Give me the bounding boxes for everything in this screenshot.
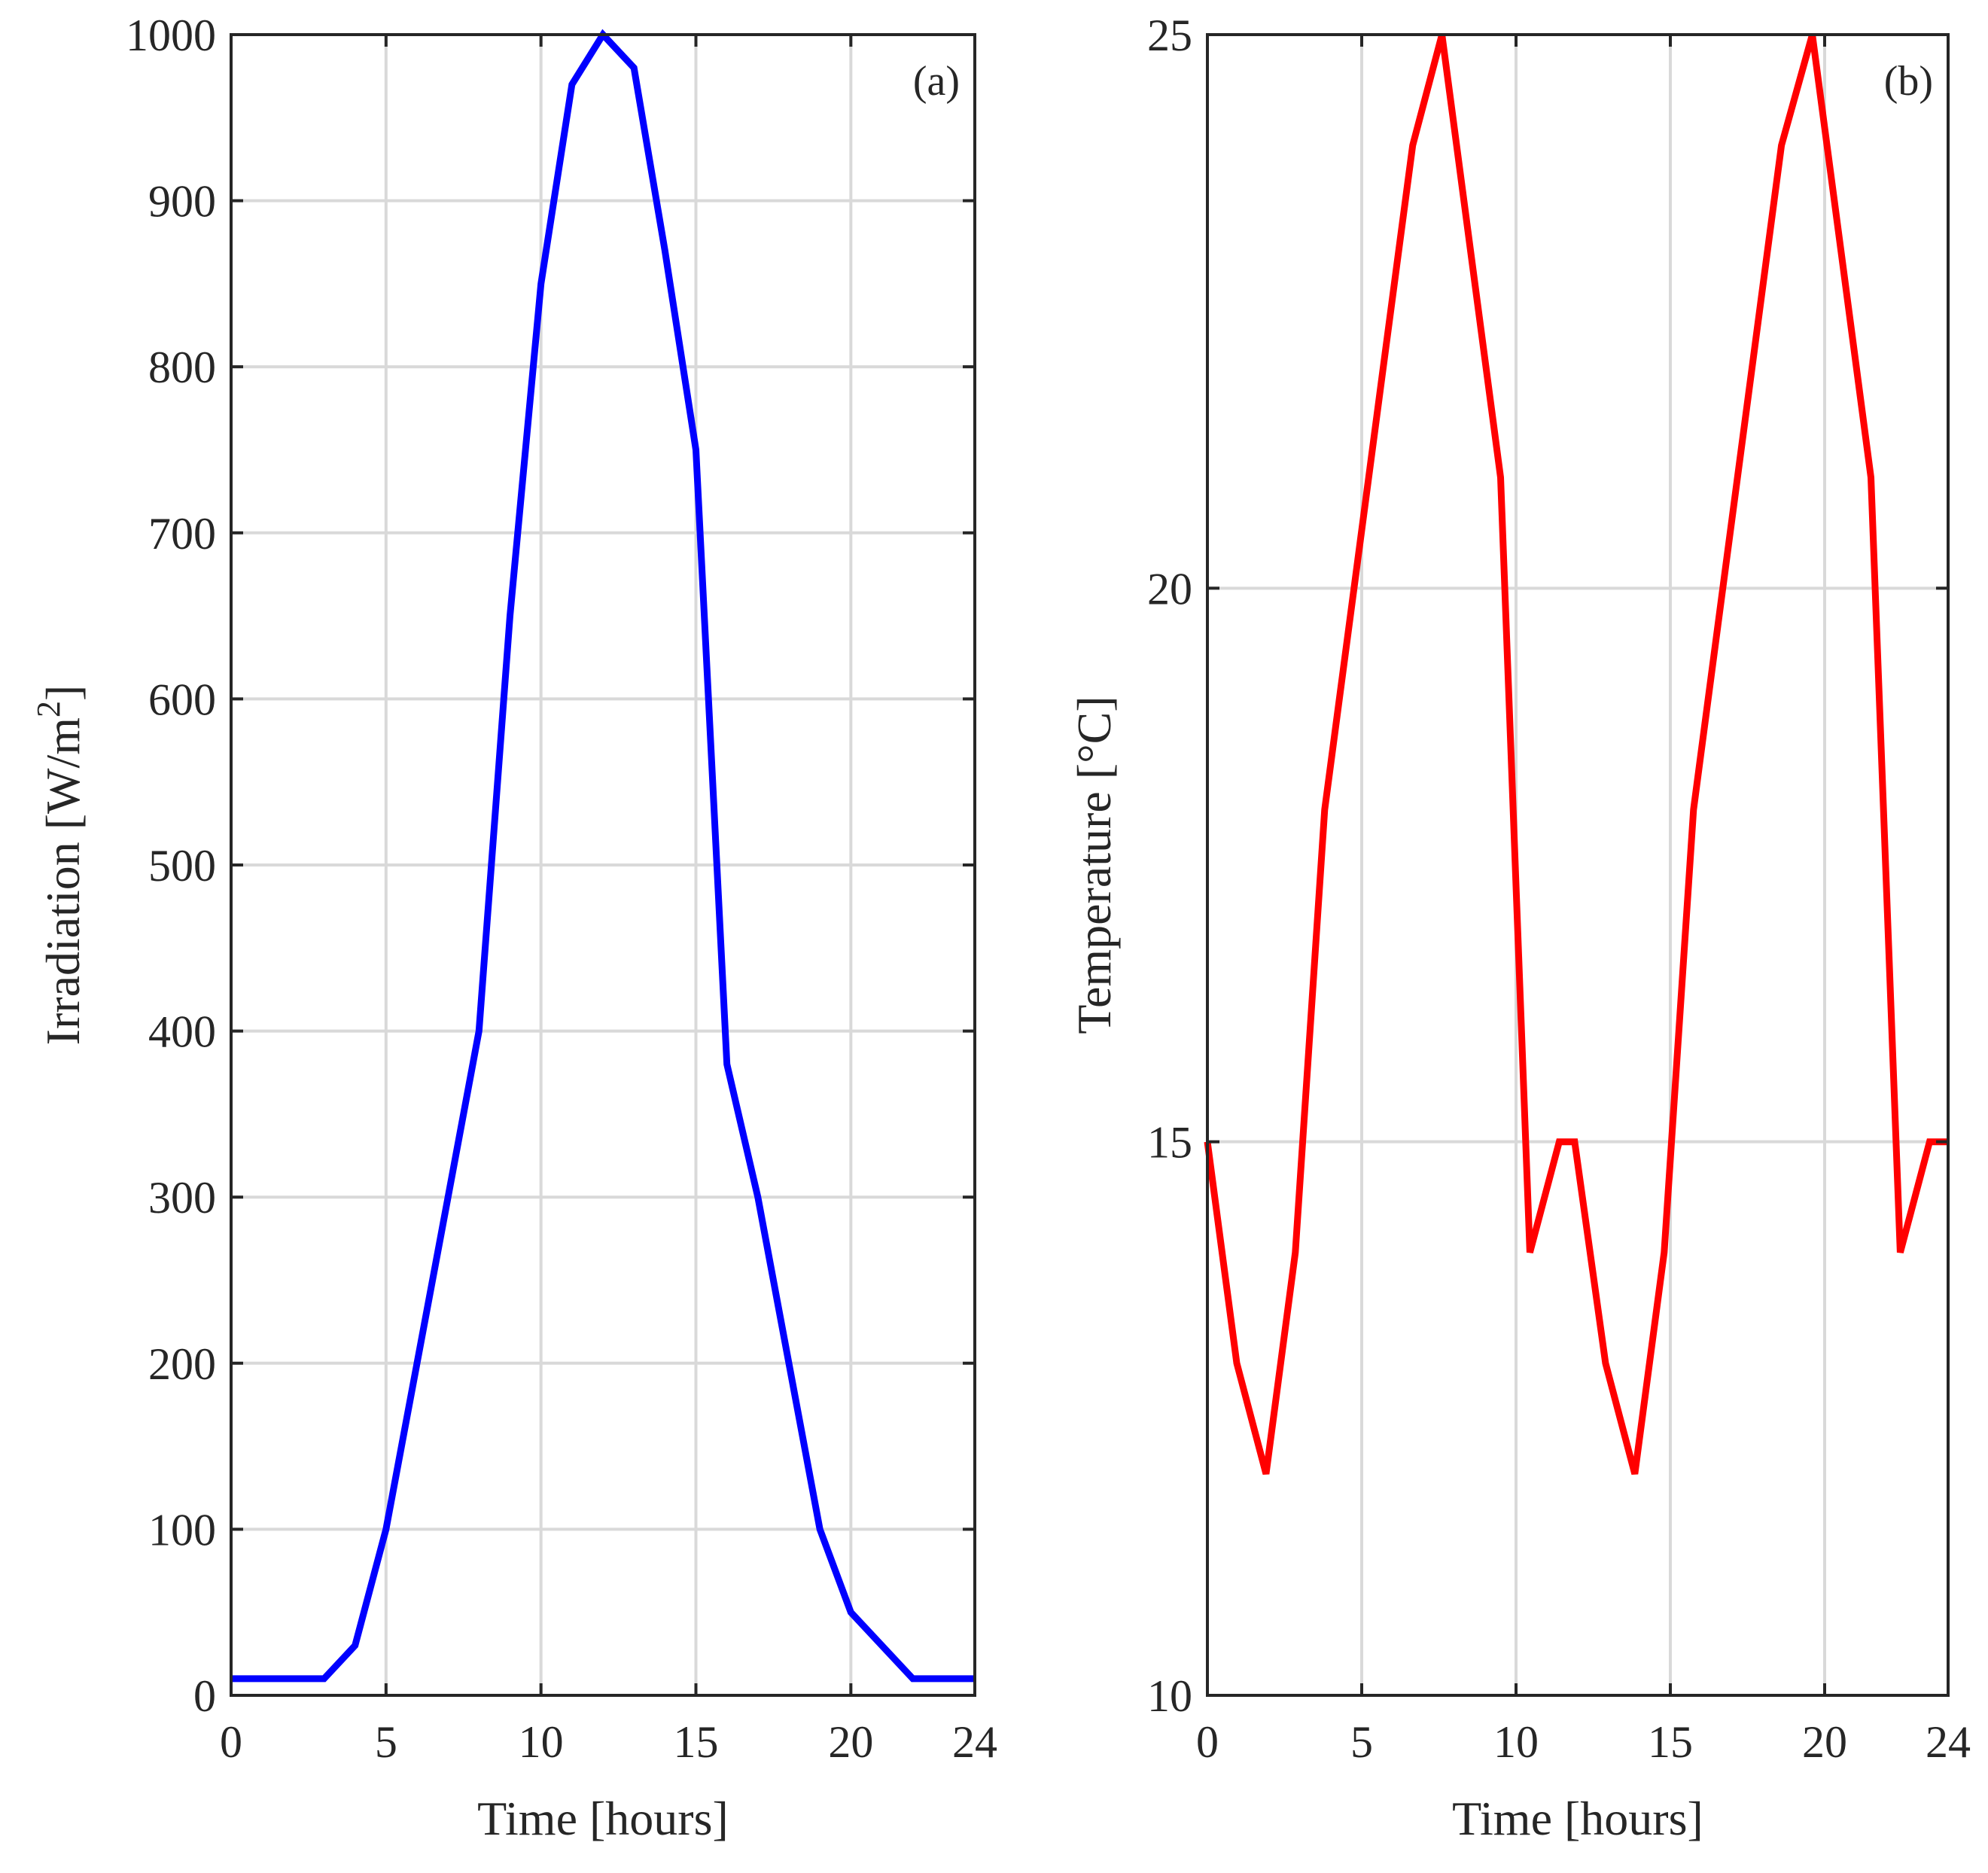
panel-label: (a) (913, 58, 960, 105)
y-axis-label-end: ] (36, 685, 90, 701)
x-tick-label: 0 (220, 1717, 242, 1767)
y-tick-label: 10 (1147, 1671, 1192, 1721)
x-tick-label: 15 (1648, 1717, 1693, 1767)
x-tick-label: 15 (674, 1717, 719, 1767)
x-tick-label: 10 (1493, 1717, 1539, 1767)
x-axis-label: Time [hours] (1452, 1792, 1703, 1845)
y-tick-label: 400 (148, 1007, 216, 1057)
panel-b: 0 5 10 15 20 24 10 15 20 25 (b) Time [hours] Tempera… (1067, 11, 1971, 1845)
y-tick-label: 200 (148, 1339, 216, 1389)
x-tick-label: 20 (828, 1717, 873, 1767)
y-tick-label: 100 (148, 1505, 216, 1555)
y-tick-label: 25 (1147, 11, 1192, 60)
grid (231, 35, 975, 1695)
panel-label: (b) (1884, 58, 1933, 105)
y-axis-label: Irradiation [W/m2] (30, 685, 90, 1046)
y-tick-label: 0 (193, 1671, 216, 1721)
y-tick-label: 900 (148, 177, 216, 227)
axes-frame (1206, 33, 1950, 1697)
y-tick-label: 500 (148, 841, 216, 891)
y-tick-label: 300 (148, 1173, 216, 1223)
y-tick-label: 800 (148, 343, 216, 392)
x-tick-label: 24 (1926, 1717, 1971, 1767)
x-tick-label: 5 (1350, 1717, 1373, 1767)
y-axis-label-superscript: 2 (30, 701, 67, 717)
series-line-irradiation (231, 29, 975, 1683)
x-tick-label: 5 (375, 1717, 397, 1767)
y-axis-label: Temperature [°C] (1067, 696, 1121, 1034)
y-axis-label-main: Irradiation [W/m (36, 717, 90, 1045)
y-tick-label: 600 (148, 675, 216, 724)
series-line-temperature (1204, 33, 1948, 1476)
y-tick-label: 700 (148, 509, 216, 559)
y-tick-label: 20 (1147, 564, 1192, 614)
y-tick-label: 15 (1147, 1118, 1192, 1168)
x-tick-label: 20 (1802, 1717, 1847, 1767)
x-tick-label: 24 (952, 1717, 997, 1767)
grid (1207, 35, 1948, 1695)
y-axis-label-text: Temperature [°C] (1067, 696, 1121, 1034)
panel-a: 0 5 10 15 20 24 0 100 200 300 400 500 600 700 800 900 10… (30, 11, 997, 1845)
x-axis-label: Time [hours] (477, 1792, 729, 1845)
x-tick-label: 10 (519, 1717, 564, 1767)
x-tick-label: 0 (1196, 1717, 1219, 1767)
y-tick-label: 1000 (126, 11, 216, 60)
